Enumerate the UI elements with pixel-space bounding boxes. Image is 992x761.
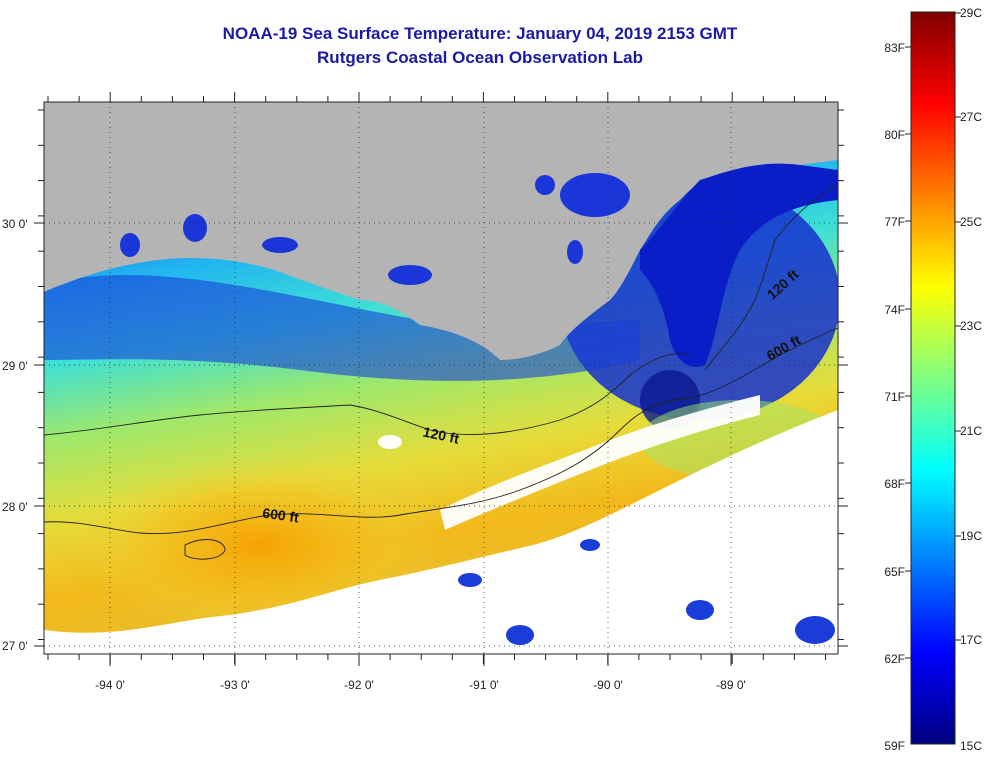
cloud-patch [378, 435, 402, 449]
lat-label: 29 0' [2, 359, 28, 373]
lake-sabine [120, 233, 140, 257]
celsius-label: 27C [960, 110, 982, 124]
cloud-gap [580, 539, 600, 551]
fahrenheit-label: 80F [884, 128, 905, 142]
cloud-gap [506, 625, 534, 645]
lon-label: -89 0' [716, 678, 746, 692]
nearshore-cold-band [44, 274, 640, 381]
fahrenheit-label: 59F [884, 739, 905, 753]
marsh-lake [388, 265, 432, 285]
contour-label: 120 ft [421, 423, 460, 446]
contour-600ft [44, 327, 838, 535]
fahrenheit-label: 74F [884, 303, 905, 317]
lon-label: -92 0' [344, 678, 374, 692]
celsius-label: 23C [960, 319, 982, 333]
delta-marsh [640, 163, 838, 368]
chart-subtitle: Rutgers Coastal Ocean Observation Lab [317, 48, 643, 67]
grand-lake [262, 237, 298, 253]
map-plot-area [44, 102, 838, 654]
celsius-label: 21C [960, 424, 982, 438]
contour-120ft-east [704, 184, 838, 371]
land-mass [44, 102, 838, 360]
small-lake [567, 240, 583, 264]
celsius-label: 17C [960, 633, 982, 647]
contour-loop [184, 539, 226, 560]
lat-label: 30 0' [2, 217, 28, 231]
colorbar-ticks [905, 12, 961, 659]
fahrenheit-label: 77F [884, 215, 905, 229]
chart-title: NOAA-19 Sea Surface Temperature: January… [222, 24, 738, 43]
contour-120ft-west [44, 353, 691, 436]
lat-label: 27 0' [2, 639, 28, 653]
lon-label: -90 0' [593, 678, 623, 692]
cloud-cover [44, 410, 838, 654]
cloud-streak [440, 395, 760, 530]
cloud-gap [795, 616, 835, 644]
celsius-label: 19C [960, 529, 982, 543]
lon-label: -93 0' [220, 678, 250, 692]
fahrenheit-label: 62F [884, 652, 905, 666]
celsius-label: 29C [960, 6, 982, 20]
lon-label: -91 0' [469, 678, 499, 692]
celsius-label: 25C [960, 215, 982, 229]
lake-maurepas [535, 175, 555, 195]
celsius-label: 15C [960, 739, 982, 753]
contour-label: 600 ft [261, 505, 300, 526]
axis-ticks [34, 92, 848, 666]
lake-calcasieu [183, 214, 207, 242]
fahrenheit-label: 71F [884, 390, 905, 404]
fahrenheit-label: 68F [884, 477, 905, 491]
lat-label: 28 0' [2, 500, 28, 514]
lon-label: -94 0' [95, 678, 125, 692]
fahrenheit-label: 65F [884, 565, 905, 579]
cloud-gap [458, 573, 482, 587]
map-frame [43, 101, 839, 655]
cloud-gap [686, 600, 714, 620]
colorbar [910, 11, 956, 745]
lake-pontchartrain [560, 173, 630, 217]
fahrenheit-label: 83F [884, 41, 905, 55]
graticule [44, 102, 838, 654]
